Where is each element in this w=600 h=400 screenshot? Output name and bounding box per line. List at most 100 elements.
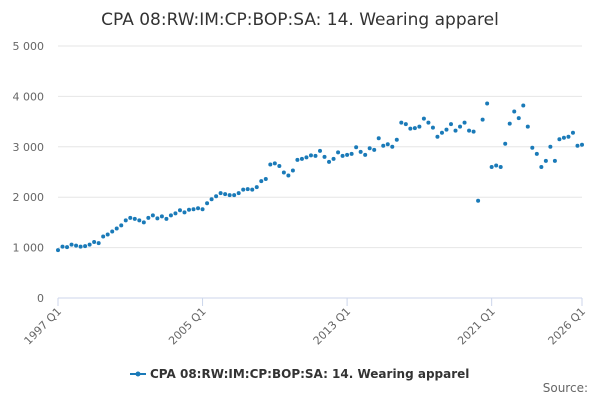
point [580, 142, 584, 147]
point [494, 163, 499, 168]
point [259, 179, 264, 184]
point [69, 242, 74, 247]
point [146, 215, 151, 220]
point [485, 101, 490, 106]
y-tick-label: 1 000 [13, 242, 45, 255]
point [543, 158, 548, 163]
point [421, 116, 426, 121]
point [187, 207, 191, 212]
point [250, 187, 255, 192]
point [123, 218, 128, 223]
legend-label: CPA 08:RW:IM:CP:BOP:SA: 14. Wearing appa… [150, 367, 469, 381]
point [381, 143, 386, 148]
x-tick-label: 2021 Q1 [455, 305, 498, 348]
x-tick-label: 2026 Q1 [546, 305, 589, 348]
point [575, 143, 580, 148]
point [449, 122, 453, 127]
point [322, 154, 327, 159]
point [453, 128, 458, 133]
point [521, 103, 526, 108]
point [462, 120, 467, 125]
point [417, 124, 422, 129]
x-tick-label: 2013 Q1 [311, 305, 354, 348]
point [358, 149, 363, 154]
point [128, 215, 133, 220]
point [412, 126, 417, 131]
point [444, 127, 449, 132]
chart-title: CPA 08:RW:IM:CP:BOP:SA: 14. Wearing appa… [101, 10, 499, 30]
point [200, 207, 205, 212]
point [168, 213, 173, 218]
point [236, 191, 241, 196]
y-tick-label: 2 000 [13, 191, 45, 204]
point [467, 128, 472, 133]
source: Source: [543, 381, 588, 395]
point [286, 173, 291, 178]
point [191, 207, 196, 212]
legend-marker [135, 371, 141, 377]
point [205, 201, 210, 206]
point [137, 218, 142, 223]
point [173, 211, 178, 216]
point [336, 150, 341, 155]
point [552, 158, 557, 163]
point [399, 120, 404, 125]
point [530, 145, 535, 150]
point [245, 187, 250, 192]
point [60, 244, 65, 249]
point [218, 191, 223, 196]
point [313, 153, 318, 158]
point [349, 151, 354, 156]
point [196, 206, 201, 211]
point [503, 141, 508, 146]
point [331, 156, 336, 161]
point [83, 244, 88, 249]
point [512, 109, 517, 114]
point [430, 125, 435, 130]
point [480, 117, 485, 122]
point [557, 137, 562, 142]
point [476, 198, 481, 203]
point [132, 216, 137, 221]
point [525, 124, 530, 129]
point [435, 134, 440, 139]
point [548, 144, 553, 149]
point [327, 159, 332, 164]
point [363, 152, 368, 157]
point [56, 248, 60, 253]
point [254, 185, 259, 190]
point [354, 145, 359, 150]
point [539, 164, 544, 169]
point [340, 153, 345, 158]
point [272, 161, 277, 166]
point [390, 144, 395, 149]
point [403, 122, 408, 127]
point [290, 168, 295, 173]
point [268, 162, 273, 167]
point [385, 142, 390, 147]
point [232, 193, 237, 198]
point [277, 163, 282, 168]
point [241, 187, 246, 192]
point [110, 229, 115, 234]
point [426, 120, 431, 125]
point [408, 126, 413, 131]
point [65, 245, 70, 250]
point [177, 208, 182, 213]
point [534, 151, 539, 156]
point [227, 193, 232, 198]
point [299, 156, 304, 161]
point [439, 130, 444, 135]
point [308, 153, 313, 158]
point [263, 177, 268, 182]
point [561, 135, 566, 140]
point [223, 192, 228, 197]
point [367, 146, 372, 151]
y-tick-label: 0 [37, 292, 44, 305]
point [141, 220, 146, 225]
point [96, 241, 101, 246]
point [318, 148, 322, 153]
y-tick-label: 3 000 [13, 141, 45, 154]
y-tick-label: 4 000 [13, 90, 45, 103]
point [489, 164, 494, 169]
